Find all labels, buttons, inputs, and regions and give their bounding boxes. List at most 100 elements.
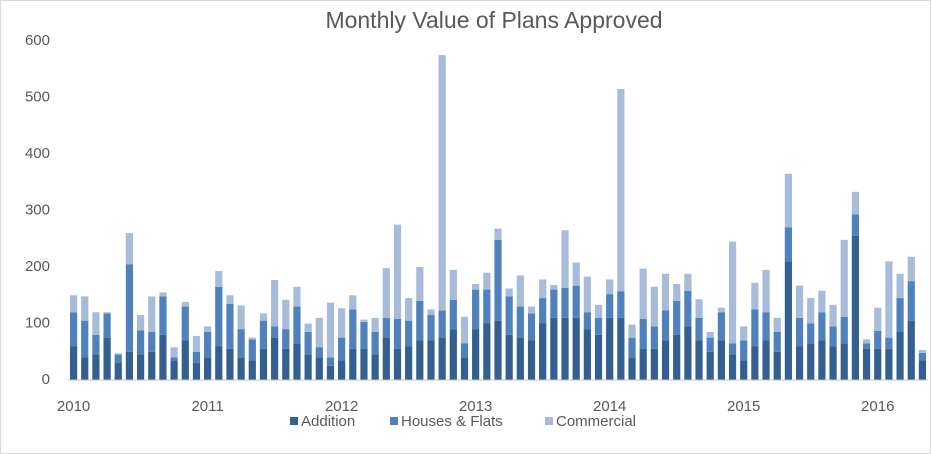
bar-segment (706, 331, 714, 338)
bar-segment (460, 357, 469, 380)
bar-segment (259, 320, 268, 349)
bar-segment (393, 224, 402, 319)
bar-segment (349, 348, 357, 380)
bar-segment (673, 334, 681, 380)
bar-segment (237, 329, 245, 358)
bar-segment (885, 337, 893, 349)
bar-segment (449, 299, 457, 330)
bar-segment (304, 354, 312, 380)
bar-segment (550, 289, 558, 318)
bar-segment (338, 360, 346, 380)
bar-segment (728, 241, 737, 344)
bar-segment (572, 285, 580, 318)
bar-segment (326, 357, 335, 366)
bar-segment (807, 323, 815, 344)
bar-segment (818, 290, 826, 313)
bar-segment (684, 273, 692, 291)
bar-segment (896, 298, 904, 332)
bar-segment (885, 348, 893, 380)
bar-segment (393, 348, 402, 380)
bar-segment (639, 348, 647, 380)
bar-segment (159, 296, 167, 335)
x-tick-label: 2016 (861, 398, 894, 415)
bar-segment (773, 317, 781, 332)
bar-segment (159, 292, 167, 297)
y-tick-label: 200 (25, 258, 50, 275)
bar-segment (125, 351, 134, 380)
x-tick-label: 2010 (57, 398, 90, 415)
bar-segment (661, 273, 670, 311)
bar-segment (918, 352, 927, 361)
bar-segment (159, 334, 167, 380)
bar-segment (192, 335, 201, 352)
bar-segment (695, 299, 703, 318)
bar-segment (271, 337, 279, 380)
bar-segment (371, 317, 379, 332)
bar-segment (494, 228, 502, 240)
bar-segment (114, 353, 122, 355)
bar-segment (639, 318, 647, 349)
bar-segment (505, 296, 513, 335)
bar-segment (293, 306, 301, 344)
bar-segment (136, 354, 145, 380)
bar-segment (762, 312, 770, 341)
bar-segment (673, 283, 681, 301)
bar-segment (248, 337, 256, 340)
bar-segment (472, 329, 480, 380)
bar-segment (539, 279, 547, 299)
bar-segment (81, 357, 89, 380)
bar-segment (69, 346, 78, 380)
y-tick-label: 600 (25, 32, 50, 49)
bar-segment (237, 357, 245, 380)
bar-segment (661, 340, 670, 380)
legend-swatch (545, 417, 553, 425)
bar-segment (572, 262, 580, 286)
bar-segment (516, 306, 524, 338)
bar-segment (594, 317, 603, 335)
bar-segment (226, 303, 234, 349)
bar-segment (282, 348, 290, 380)
bar-segment (907, 320, 915, 380)
bar-segment (237, 305, 245, 330)
bar-segment (762, 269, 770, 313)
bar-segment (773, 331, 781, 352)
bar-segment (248, 360, 256, 380)
x-tick-label: 2013 (459, 398, 492, 415)
bar-segment (494, 320, 502, 380)
bar-segment (181, 340, 189, 380)
bar-segment (427, 309, 435, 316)
bar-segment (226, 295, 234, 304)
bar-segment (282, 329, 290, 349)
bar-segment (673, 300, 681, 335)
bar-segment (460, 316, 469, 344)
bar-segment (170, 360, 178, 380)
bar-segment (405, 320, 413, 347)
bar-segment (695, 340, 703, 380)
bar-segment (315, 317, 323, 348)
bar-segment (617, 291, 625, 318)
bar-segment (539, 323, 547, 380)
bar-segment (483, 289, 491, 324)
legend-swatch (290, 417, 298, 425)
bar-segment (69, 312, 78, 347)
bar-segment (427, 340, 435, 380)
legend-label: Houses & Flats (401, 413, 503, 430)
bar-segment (326, 302, 335, 358)
bar-segment (136, 330, 145, 355)
bar-segment (740, 360, 748, 380)
bar-segment (807, 298, 815, 324)
bar-segment (148, 351, 156, 380)
bar-segment (427, 315, 435, 341)
bar-segment (851, 191, 860, 215)
bar-segment (751, 309, 759, 347)
bar-segment (594, 334, 603, 380)
bar-segment (103, 313, 111, 338)
bar-segment (215, 346, 223, 380)
bar-segment (371, 354, 379, 380)
bar-segment (829, 326, 837, 347)
bar-segment (650, 286, 658, 327)
bar-segment (907, 281, 915, 321)
bar-segment (438, 337, 446, 380)
bar-segment (684, 326, 692, 380)
y-tick-label: 100 (25, 314, 50, 331)
